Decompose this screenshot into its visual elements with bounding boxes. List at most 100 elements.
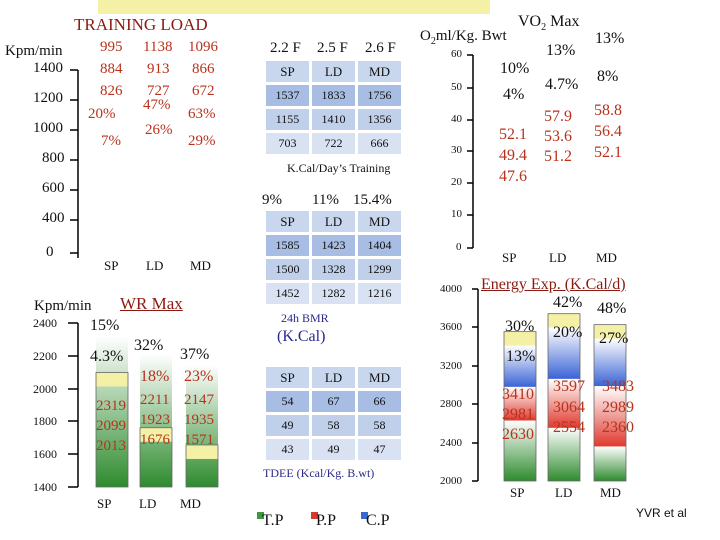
tl-ytick: 1000 — [33, 120, 63, 136]
legend-cp-label: C.P — [366, 512, 390, 529]
table-cell: 1216 — [358, 283, 401, 304]
tl-xtick: SP — [104, 258, 119, 273]
energy-xtick: SP — [510, 485, 525, 500]
tl-ytick: 1400 — [33, 60, 63, 76]
energy-pct-b: 20% — [553, 324, 583, 341]
table-cell: 1452 — [266, 283, 309, 304]
energy-pct-a: 48% — [597, 300, 627, 317]
table-header: SP — [266, 367, 309, 388]
vo2-ytick: 10 — [451, 208, 462, 220]
table-cell: 1833 — [312, 85, 355, 106]
tl-ytick: 400 — [42, 210, 65, 226]
tl-pct-top: 63% — [188, 106, 216, 122]
energy-bar-tp — [504, 420, 536, 481]
table-header: MD — [358, 211, 401, 232]
table-cell: 67 — [312, 391, 355, 412]
bmr-caption: 24h BMR — [281, 311, 329, 325]
table-header: LD — [312, 211, 355, 232]
energy-ytick: 4000 — [440, 283, 462, 295]
wr-pp-label: 1923 — [140, 412, 170, 428]
wr-pp-label: 1935 — [184, 412, 214, 428]
legend-tp-label: T.P — [262, 512, 284, 529]
tl-tp-label: 1096 — [188, 39, 218, 55]
table-cell: 1585 — [266, 235, 309, 256]
table-cell: 1299 — [358, 259, 401, 280]
tl-pct-mid: 26% — [145, 122, 173, 138]
table-cell: 1328 — [312, 259, 355, 280]
table-header: MD — [358, 61, 401, 82]
wr-ytick: 1400 — [33, 480, 57, 494]
wr-max-bar-tp — [186, 364, 218, 487]
table-cell: 58 — [312, 415, 355, 436]
energy-pct-b: 27% — [599, 330, 629, 347]
wr-ytick: 1800 — [33, 414, 57, 428]
energy-bar-outline — [503, 331, 537, 482]
table-cell: 1537 — [266, 85, 309, 106]
energy-bar-outline — [547, 313, 581, 482]
energy-cp-label: 3597 — [553, 378, 585, 395]
tl-pct-top: 47% — [143, 97, 171, 113]
table-cell: 47 — [358, 439, 401, 460]
vo2-xtick: LD — [549, 250, 567, 265]
energy-pp-label: 2989 — [602, 399, 634, 416]
tl-cp-label: 672 — [192, 83, 215, 99]
undefined-bar-cap — [190, 0, 490, 14]
vo2-title: VO2 Max — [518, 13, 580, 34]
legend-pp-label: P.P — [316, 512, 337, 529]
wr-xtick: SP — [97, 496, 112, 511]
bmr-pct: 15.4% — [353, 192, 392, 208]
energy-bar-pp — [594, 386, 626, 447]
energy-bar-pp — [504, 386, 536, 421]
energy-pct-a: 42% — [553, 294, 583, 311]
vo2-pp-label: 49.4 — [499, 147, 527, 164]
wr-cp-label: 2013 — [96, 438, 126, 454]
table-cell: 49 — [266, 415, 309, 436]
wr-max-bar-tp — [140, 353, 172, 487]
freq-label: 2.6 F — [365, 40, 396, 56]
vo2-pct-a: 13% — [546, 42, 576, 59]
table-cell: 1356 — [358, 109, 401, 130]
legend-tp-swatch — [257, 512, 264, 519]
vo2-pct-b: 8% — [597, 68, 619, 85]
table-header: SP — [266, 61, 309, 82]
energy-tp-label: 2554 — [553, 419, 585, 436]
vo2-pp-label: 53.6 — [544, 128, 572, 145]
table-cell: 58 — [358, 415, 401, 436]
training-load-unit: Kpm/min — [5, 43, 63, 59]
table-cell: 703 — [266, 133, 309, 154]
table-cell: 54 — [266, 391, 309, 412]
wr-max-bar-cap — [140, 427, 172, 442]
wr-max-unit: Kpm/min — [34, 298, 92, 314]
tl-ytick: 0 — [46, 244, 54, 260]
wr-max-bar-tp — [96, 336, 128, 487]
tl-pp-label: 884 — [100, 61, 123, 77]
wr-pct-a: 32% — [134, 337, 164, 354]
chart-bars — [95, 0, 627, 488]
tl-pct-top: 20% — [88, 106, 116, 122]
energy-cp-label: 3483 — [602, 378, 634, 395]
bmr-unit: (K.Cal) — [277, 328, 326, 345]
tl-ytick: 600 — [42, 180, 65, 196]
vo2-pct-b: 4.7% — [545, 76, 579, 93]
energy-ytick: 3600 — [440, 321, 462, 333]
energy-cp-label: 3410 — [502, 386, 534, 403]
credit-text: YVR et al — [636, 506, 687, 520]
energy-pp-label: 3064 — [553, 399, 585, 416]
table-cell: 666 — [358, 133, 401, 154]
vo2-tp-label: 52.1 — [594, 144, 622, 161]
wr-ytick: 2000 — [33, 382, 57, 396]
tl-xtick: MD — [190, 258, 211, 273]
vo2-ytick: 60 — [451, 48, 462, 60]
tl-tp-label: 1138 — [143, 39, 173, 55]
kcal-day-table: SP LD MD 1537 1833 1756 1155 1410 1356 703 722 6… — [263, 58, 404, 157]
table-cell: 1410 — [312, 109, 355, 130]
energy-ytick: 2800 — [440, 398, 462, 410]
table-cell: 49 — [312, 439, 355, 460]
vo2-cp-label: 52.1 — [499, 126, 527, 143]
wr-max-bar-cap — [186, 444, 218, 459]
vo2-unit: O2ml/Kg. Bwt — [420, 28, 507, 47]
energy-tp-label: 2360 — [602, 419, 634, 436]
wr-pct-a: 15% — [90, 317, 120, 334]
energy-ytick: 2000 — [440, 475, 462, 487]
